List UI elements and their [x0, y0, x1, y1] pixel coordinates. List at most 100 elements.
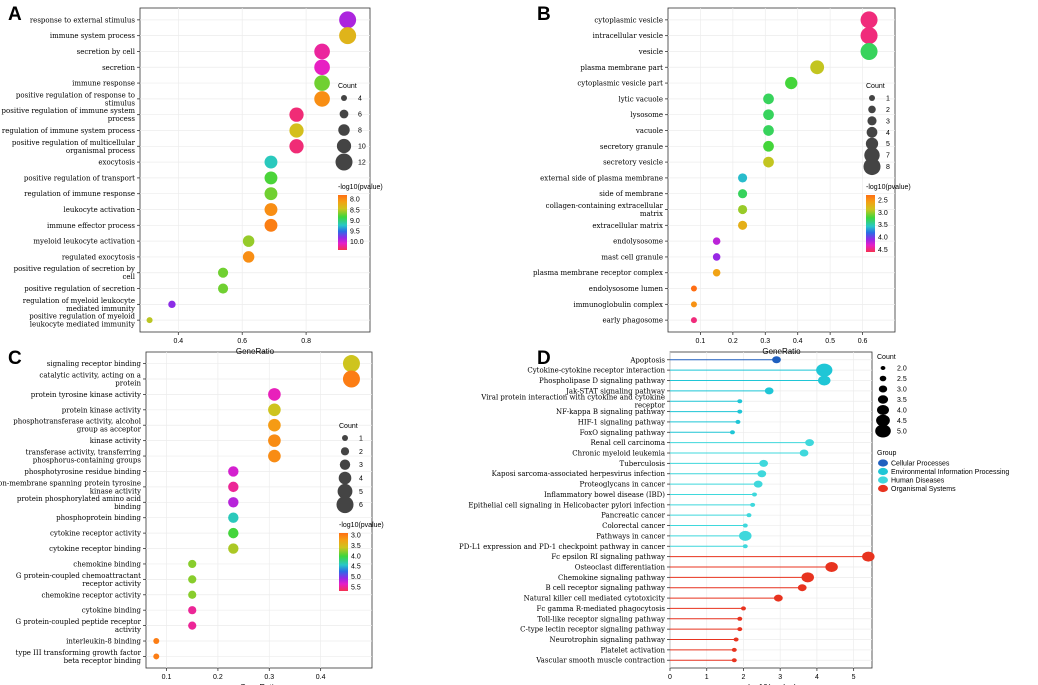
data-point: [153, 638, 160, 645]
category-label: cytokine receptor binding: [49, 545, 141, 553]
data-point: [339, 11, 357, 29]
lollipop-head: [746, 513, 752, 518]
category-label: secretory vesicle: [603, 159, 663, 167]
data-point: [242, 251, 255, 263]
category-label: regulation of immune system process: [2, 127, 135, 135]
category-label: early phagosome: [602, 317, 663, 325]
x-axis-label: GeneRatio: [236, 347, 275, 356]
lollipop-head: [735, 419, 741, 424]
size-legend-dot: [868, 105, 876, 114]
category-label: Toll-like receptor signaling pathway: [537, 615, 665, 623]
data-point: [217, 267, 229, 278]
category-label: external side of plasma membrane: [540, 174, 663, 182]
lollipop-head: [797, 584, 807, 592]
x-tick-label: 0.4: [173, 338, 183, 345]
size-legend-dot: [339, 109, 349, 119]
x-tick-label: 4: [815, 674, 819, 681]
data-point: [339, 27, 357, 45]
data-point: [268, 403, 281, 417]
data-point: [289, 107, 304, 122]
size-legend-title: Count: [866, 83, 885, 90]
size-legend-dot: [342, 435, 348, 441]
category-label: Pancreatic cancer: [601, 512, 666, 520]
category-label: transferase activity, transferring phosph…: [26, 449, 142, 465]
panel-label-D: D: [537, 348, 551, 369]
data-point: [342, 370, 360, 388]
data-point: [690, 285, 697, 292]
category-label: immune system process: [50, 32, 136, 40]
x-tick-label: 0.3: [264, 674, 274, 681]
size-legend-dot: [337, 483, 353, 499]
category-label: Cytokine-cytokine receptor interaction: [527, 367, 665, 375]
size-legend-label: 4: [358, 96, 362, 103]
category-label: protein phosphorylated amino acid binding: [17, 495, 142, 511]
size-legend-label: 4: [359, 476, 363, 483]
lollipop-head: [764, 387, 774, 395]
color-legend-title: -log10(pvalue): [338, 184, 383, 191]
color-legend-label: 2.5: [878, 197, 888, 204]
size-legend-label: 3.0: [897, 387, 907, 394]
category-label: lytic vacuole: [618, 95, 663, 103]
category-label: Proteoglycans in cancer: [579, 481, 665, 489]
category-label: response to external stimulus: [30, 16, 136, 24]
size-legend-dot: [878, 385, 888, 393]
data-point: [228, 527, 239, 539]
lollipop-head: [759, 459, 769, 467]
category-label: intracellular vesicle: [593, 32, 663, 40]
category-label: side of membrane: [599, 190, 663, 198]
color-legend-label: 10.0: [350, 239, 364, 246]
category-label: Phospholipase D signaling pathway: [539, 377, 665, 385]
x-axis-label: -log10(pvalue): [745, 683, 796, 685]
size-legend-dot: [880, 366, 886, 370]
plot-frame: [139, 7, 371, 333]
size-legend-label: 3: [359, 462, 363, 469]
data-point: [763, 109, 774, 121]
size-legend-label: 10: [358, 144, 366, 151]
category-label: extracellular matrix: [592, 222, 663, 230]
category-label: positive regulation of transport: [24, 174, 135, 182]
color-legend-label: 3.0: [878, 210, 888, 217]
category-label: regulated exocytosis: [62, 253, 136, 261]
size-legend-label: 5: [359, 489, 363, 496]
category-label: phosphotyrosine residue binding: [24, 468, 141, 476]
data-point: [763, 156, 774, 168]
x-tick-label: 1: [705, 674, 709, 681]
category-label: positive regulation of secretion by cell: [14, 265, 136, 281]
category-label: kinase activity: [90, 437, 141, 445]
size-legend-dot: [336, 496, 354, 514]
size-legend-dot: [338, 124, 350, 136]
category-label: protein kinase activity: [62, 406, 141, 414]
lollipop-head: [737, 616, 743, 621]
group-legend-label: Human Diseases: [891, 478, 945, 485]
data-point: [188, 621, 197, 630]
x-tick-label: 2: [742, 674, 746, 681]
category-label: Epithelial cell signaling in Helicobacte…: [468, 501, 665, 509]
panel-label-C: C: [8, 348, 22, 369]
data-point: [264, 218, 278, 232]
color-legend-label: 4.5: [878, 247, 888, 254]
category-label: plasma membrane part: [580, 64, 663, 72]
lollipop-head: [773, 594, 783, 602]
x-tick-label: 0: [668, 674, 672, 681]
data-point: [168, 300, 176, 309]
category-label: Kaposi sarcoma-associated herpesvirus in…: [492, 470, 666, 478]
size-legend-label: 8: [886, 164, 890, 171]
data-point: [289, 123, 304, 138]
group-legend-dot: [878, 467, 888, 476]
data-point: [188, 575, 197, 584]
size-legend-dot: [340, 447, 350, 456]
category-label: collagen-containing extracellular matrix: [546, 202, 664, 218]
lollipop-head: [862, 551, 875, 562]
category-label: positive regulation of response to stimul…: [16, 91, 135, 107]
data-point: [188, 559, 197, 569]
category-label: interleukin-8 binding: [66, 638, 141, 646]
size-legend-dot: [879, 375, 887, 382]
x-tick-label: 5: [852, 674, 856, 681]
category-label: Vascular smooth muscle contraction: [535, 657, 665, 665]
group-legend-dot: [878, 484, 888, 493]
panel-D: D 0 1 2 3 4 5 -log10(pvalue) Apoptosis Cytokine-c…: [459, 348, 1009, 685]
size-legend-dot: [335, 153, 353, 171]
size-legend-dot: [338, 471, 352, 485]
group-legend-label: Environmental Information Processing: [891, 469, 1009, 476]
category-label: Neurotrophin signaling pathway: [550, 636, 665, 644]
